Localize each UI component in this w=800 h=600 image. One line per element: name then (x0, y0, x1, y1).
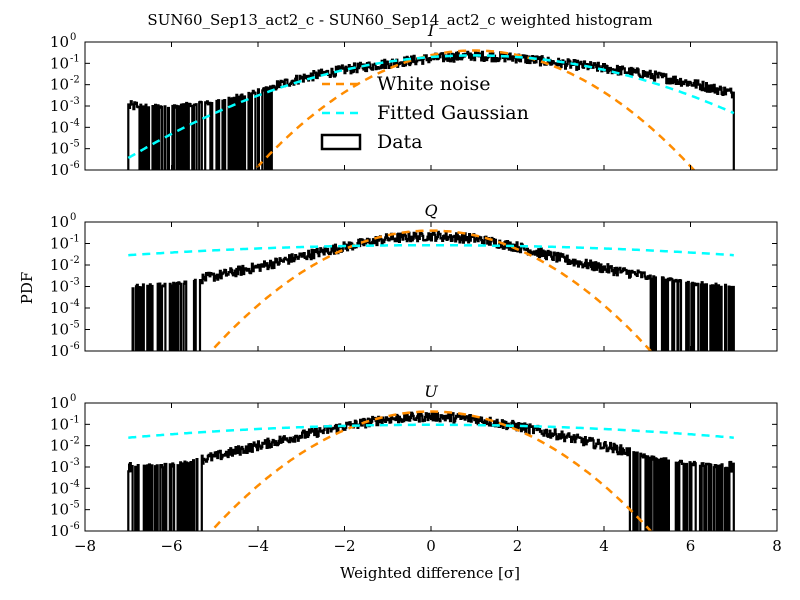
x-tick-label: 2 (513, 537, 523, 555)
data-histogram (131, 230, 735, 351)
white-noise-curve (252, 49, 696, 170)
white-noise-curve (209, 229, 653, 351)
y-tick-label-exponent: -1 (70, 234, 80, 245)
y-tick-label: 10 (50, 299, 69, 317)
y-tick-label: 10 (50, 522, 69, 540)
legend-swatch-data (320, 133, 362, 151)
white-noise-curve (209, 410, 653, 531)
y-tick-label: 10 (50, 415, 69, 433)
y-tick-label-exponent: 0 (70, 212, 76, 223)
y-tick-label: 10 (50, 54, 69, 72)
y-tick-label-exponent: -3 (70, 277, 80, 288)
y-tick-label: 10 (50, 118, 69, 136)
y-tick-label-exponent: -2 (70, 436, 80, 447)
fitted-gaussian-curve (127, 54, 735, 160)
y-tick-label-exponent: -2 (70, 255, 80, 266)
y-tick-label-exponent: 0 (70, 393, 76, 404)
y-tick-label-exponent: -1 (70, 414, 80, 425)
y-tick-label: 10 (50, 321, 69, 339)
fitted-gaussian-curve (128, 423, 734, 439)
data-histogram (127, 410, 735, 531)
y-tick-label: 10 (50, 140, 69, 158)
plot-area (127, 410, 735, 531)
figure-title: SUN60_Sep13_act2_c - SUN60_Sep14_act2_c … (147, 11, 652, 29)
y-tick-label-exponent: -5 (70, 139, 80, 150)
y-tick-label: 10 (50, 256, 69, 274)
x-tick-label: −4 (247, 537, 269, 555)
y-tick-label-exponent: -4 (70, 298, 80, 309)
x-tick-label: 8 (772, 537, 782, 555)
legend-label: White noise (377, 73, 491, 95)
x-tick-label: −6 (160, 537, 182, 555)
panel-title: Q (424, 201, 437, 220)
y-tick-label: 10 (50, 458, 69, 476)
fitted-gaussian-curve (128, 243, 734, 257)
x-tick-label: −8 (74, 537, 96, 555)
data-histogram (127, 50, 735, 170)
y-tick-label: 10 (50, 501, 69, 519)
legend-label: Data (377, 131, 423, 153)
y-tick-label-exponent: -3 (70, 96, 80, 107)
x-tick-label: 0 (426, 537, 436, 555)
panel-title: I (427, 21, 435, 40)
y-tick-label-exponent: -2 (70, 75, 80, 86)
y-tick-label-exponent: -5 (70, 320, 80, 331)
y-tick-label: 10 (50, 479, 69, 497)
y-tick-label-exponent: -5 (70, 500, 80, 511)
y-tick-label-exponent: -6 (70, 160, 80, 171)
legend: White noise Fitted Gaussian Data (320, 73, 529, 153)
y-tick-label: 10 (50, 161, 69, 179)
y-tick-label: 10 (50, 97, 69, 115)
x-axis-label: Weighted difference [σ] (340, 564, 520, 582)
plot-area (127, 49, 735, 170)
y-tick-label-exponent: -6 (70, 521, 80, 532)
y-tick-label-exponent: -3 (70, 457, 80, 468)
y-tick-label-exponent: -4 (70, 117, 80, 128)
y-tick-label: 10 (50, 76, 69, 94)
x-tick-label: 4 (599, 537, 609, 555)
y-tick-label: 10 (50, 394, 69, 412)
y-tick-label: 10 (50, 342, 69, 360)
plot-area (128, 229, 735, 351)
y-tick-label: 10 (50, 213, 69, 231)
y-tick-label: 10 (50, 437, 69, 455)
panel-title: U (424, 382, 438, 401)
y-tick-label-exponent: -6 (70, 341, 80, 352)
y-tick-label: 10 (50, 33, 69, 51)
y-tick-label-exponent: 0 (70, 32, 76, 43)
y-tick-label: 10 (50, 278, 69, 296)
x-tick-label: −2 (333, 537, 355, 555)
y-tick-label-exponent: -1 (70, 53, 80, 64)
legend-label: Fitted Gaussian (377, 102, 529, 124)
y-tick-label: 10 (50, 235, 69, 253)
y-tick-label-exponent: -4 (70, 478, 80, 489)
y-axis-label: PDF (18, 272, 36, 305)
x-tick-label: 6 (686, 537, 696, 555)
